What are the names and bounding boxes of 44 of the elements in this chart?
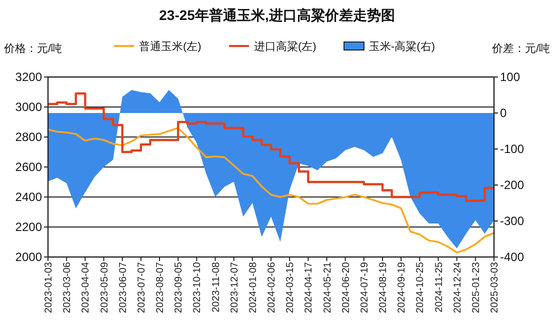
x-tick-label: 2024-11-25 xyxy=(434,262,445,312)
y2-tick-label: -400 xyxy=(500,250,524,264)
x-tick-label: 2024-06-20 xyxy=(340,262,352,314)
x-tick-label: 2023-12-07 xyxy=(229,262,240,314)
y-tick-label: 3000 xyxy=(15,100,42,114)
y2-tick-label: 0 xyxy=(500,106,507,120)
x-tick-label: 2024-02-06 xyxy=(266,262,278,314)
x-tick-label: 2023-04-04 xyxy=(80,262,92,314)
x-tick-label: 2024-10-25 xyxy=(415,262,426,314)
x-tick-label: 2024-01-08 xyxy=(248,262,259,314)
y2-tick-label: -200 xyxy=(500,178,524,192)
y2-tick-label: -300 xyxy=(500,214,524,228)
x-tick-label: 2024-04-17 xyxy=(304,262,315,314)
x-tick-label: 2025-03-03 xyxy=(490,262,500,314)
x-tick-label: 2023-10-10 xyxy=(192,262,204,314)
x-tick-label: 2024-03-15 xyxy=(285,262,296,314)
y2-tick-label: -100 xyxy=(500,142,524,156)
y-axis-title: 价格：元/吨 xyxy=(3,42,62,55)
x-tick-label: 2023-03-06 xyxy=(62,262,74,314)
legend-label: 玉米-高粱(右) xyxy=(369,40,435,53)
legend-label: 普通玉米(左) xyxy=(139,40,202,53)
y-tick-label: 2600 xyxy=(15,160,42,174)
x-tick-label: 2024-09-19 xyxy=(396,262,408,314)
y-tick-label: 3200 xyxy=(15,70,42,84)
x-tick-label: 2023-06-07 xyxy=(118,262,129,314)
y-tick-label: 2200 xyxy=(15,220,42,234)
legend-label: 进口高粱(左) xyxy=(254,40,316,53)
x-tick-label: 2025-01-23 xyxy=(470,262,482,314)
x-tick-label: 2023-11-08 xyxy=(210,262,222,312)
y2-axis-title: 价差：元/吨 xyxy=(490,42,550,55)
x-tick-label: 2023-01-03 xyxy=(44,262,54,314)
x-tick-label: 2024-05-21 xyxy=(322,262,334,314)
x-tick-label: 2023-05-09 xyxy=(99,262,110,314)
y-tick-label: 2800 xyxy=(15,130,42,144)
x-tick-label: 2024-07-19 xyxy=(359,262,370,314)
x-tick-label: 2024-12-24 xyxy=(452,262,464,314)
x-tick-label: 2023-08-07 xyxy=(155,262,166,314)
chart-title: 23-25年普通玉米,进口高粱价差走势图 xyxy=(159,7,395,23)
y-tick-label: 2400 xyxy=(15,190,42,204)
y-tick-label: 2000 xyxy=(15,250,42,264)
x-tick-label: 2023-07-07 xyxy=(136,262,148,314)
x-tick-label: 2024-08-19 xyxy=(378,262,389,314)
y2-tick-label: 100 xyxy=(500,70,520,84)
x-tick-label: 2023-09-05 xyxy=(174,262,185,314)
